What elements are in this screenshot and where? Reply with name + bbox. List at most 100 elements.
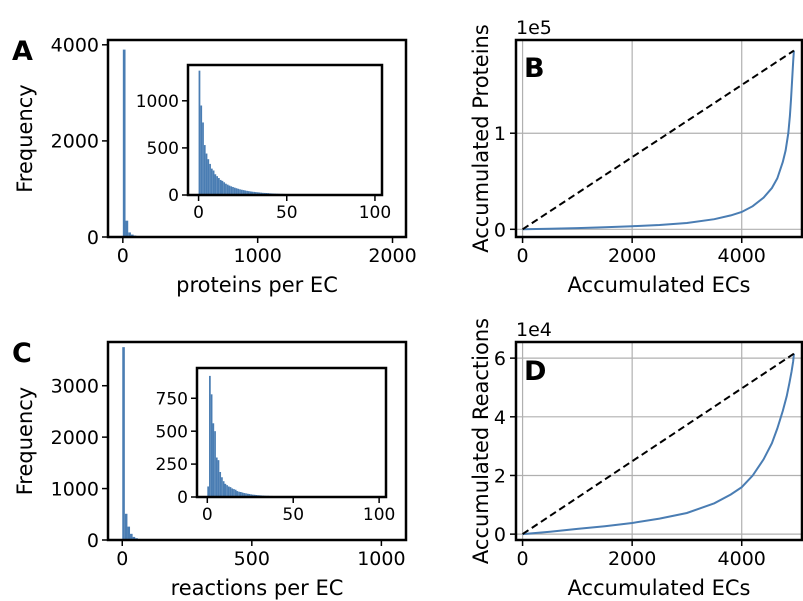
panel-a-inset-bar [246,190,248,195]
panel-c-inset-bar [227,486,230,497]
panel-a-inset-bar [207,159,210,195]
panel-c-inset-ytick-label: 750 [156,389,188,409]
panel-c-xtick-label: 500 [234,548,270,570]
panel-a-xtick-label: 1000 [233,245,281,267]
panel-a-inset-bar [203,145,206,195]
panel-c-inset-bar [236,491,239,497]
panel-d-ytick-label: 2 [494,465,506,487]
panel-a-inset-bar [219,179,222,195]
panel-b-axes: 0 2000 4000 0 1 1e5 Accumulated ECs Accumulated… [469,17,803,297]
panel-d-cumulative-curve [522,353,795,536]
panel-c-inset-bar [224,483,227,497]
panel-c-inset-bar [222,481,225,497]
panel-a-inset-bar [242,190,245,195]
panel-label-a: A [12,36,33,67]
panel-d-xtick-label: 0 [517,548,529,570]
panel-d-xlabel: Accumulated ECs [568,576,751,600]
panel-c-frame [106,340,408,542]
panel-a-xlabel: proteins per EC [176,273,338,297]
panel-a-inset-xtick-label: 50 [276,203,298,223]
panel-c-bar [130,533,133,540]
panel-c-inset-ytick-label: 0 [177,488,188,508]
panel-c-inset-bar [239,491,242,497]
panel-c-ytick-label: 2000 [51,427,99,449]
panel-a-inset-ytick-label: 0 [168,186,179,206]
panel-a-inset-bar [225,183,227,195]
panel-a-inset-bar [214,174,217,195]
panel-c-inset-xtick-label: 50 [282,505,304,525]
panel-label-d: D [524,356,546,387]
panel-a-inset-bar [216,176,218,195]
panel-b-diagonal-reference-line [522,49,795,231]
panel-a-inset-ytick-label: 1000 [136,92,179,112]
panel-b-ytick-label: 0 [494,219,506,241]
panel-a-inset-bar [217,178,220,195]
panel-label-b: B [524,53,545,84]
panel-a-inset-bar [235,188,238,195]
panel-a-inset-bar [251,191,254,195]
panel-a-ytick-label: 0 [87,227,99,249]
panel-c-inset-background [197,368,386,497]
panel-c-bar [132,536,136,540]
panel-d-xtick-label: 4000 [718,548,766,570]
panel-c-ytick-label: 0 [87,530,99,552]
panel-a-xtick-label: 2000 [368,245,416,267]
panel-a-xtick-label: 0 [117,245,129,267]
panel-a-bar [128,232,131,237]
panel-label-c: C [12,338,32,369]
panel-a-inset-bar [249,191,252,195]
panel-a-bar [122,49,126,237]
panel-c-inset-bar [209,375,211,497]
panel-a-inset-bar [255,192,257,195]
panel-c-inset-bar [207,486,210,497]
panel-a-inset-frame [186,63,384,197]
panel-c-inset-xtick-label: 100 [363,505,395,525]
panel-a-ytick-label: 2000 [51,131,99,153]
panel-c-inset-bar [243,493,246,497]
panel-d-axis-exponent: 1e4 [516,319,552,341]
panel-a-bar [125,220,129,237]
panel-c-bar [124,513,128,540]
panel-a-inset-background [188,65,382,195]
panel-d-ylabel: Accumulated Reactions [469,318,493,564]
panel-a-inset-xtick-label: 0 [193,203,204,223]
panel-c-inset-bar [250,494,252,497]
panel-a-inset-xtick-label: 100 [359,203,391,223]
panel-d-ytick-label: 0 [494,524,506,546]
panel-c-inset-bar [210,394,213,497]
panel-a-inset-bar [228,185,231,195]
panel-a-inset-bar [205,153,208,195]
panel-a-inset-bar [240,189,243,195]
panel-b-frame [514,38,803,239]
panel-a-inset-bar [202,122,204,195]
panel-a-inset-bar [230,186,233,195]
panel-b-xlabel: Accumulated ECs [568,273,751,297]
panel-d-xtick-label: 2000 [608,548,656,570]
panel-b-xtick-label: 2000 [608,245,656,267]
panel-b-axis-exponent: 1e5 [516,17,552,39]
panel-a-inset-bar [253,191,256,195]
panel-a-inset-bar [209,163,211,195]
panel-a-inset-ytick-label: 500 [147,139,179,159]
panel-c-inset-bar [233,489,235,497]
panel-b-ytick-label: 1 [494,123,506,145]
panel-c-inset-bar [226,485,228,497]
panel-a-inset-bar [244,190,247,195]
panel-c-inset-bar [212,423,215,497]
panel-a-ytick-label: 4000 [51,35,99,57]
panel-c-bar [122,347,125,540]
panel-a-inset-bar [221,180,224,195]
panel-b-xtick-label: 0 [517,245,529,267]
panel-a-inset-bar [239,189,241,195]
panel-c-inset-frame [195,366,388,499]
panel-a-inset-bar [226,184,229,195]
panel-a-inset-bar [247,191,250,195]
panel-a-inset-bar [223,182,226,195]
panel-a-inset-bar [233,187,236,195]
panel-c-inset-bar [229,487,232,497]
panel-c-ylabel: Frequency [13,387,37,496]
panel-c-inset-bar [234,489,237,497]
